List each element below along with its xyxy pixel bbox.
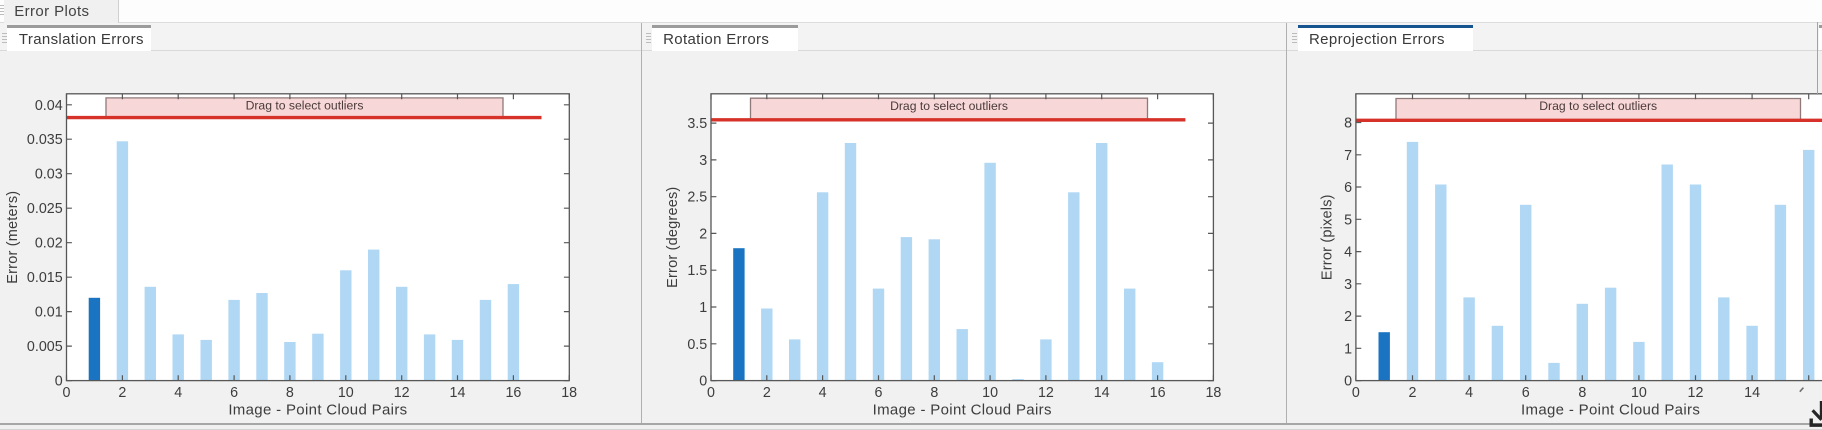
svg-text:0.04: 0.04 (35, 98, 63, 114)
svg-text:2: 2 (1409, 385, 1417, 401)
svg-text:6: 6 (1522, 385, 1530, 401)
svg-text:8: 8 (930, 385, 938, 401)
svg-text:10: 10 (1631, 385, 1647, 401)
svg-text:0: 0 (699, 374, 707, 390)
svg-text:8: 8 (1344, 116, 1352, 132)
svg-text:14: 14 (450, 385, 466, 401)
svg-text:3: 3 (699, 153, 707, 169)
svg-text:18: 18 (1205, 385, 1221, 401)
svg-text:Drag to select outliers: Drag to select outliers (246, 99, 364, 113)
svg-text:2.5: 2.5 (687, 190, 707, 206)
svg-text:6: 6 (875, 385, 883, 401)
svg-text:Drag to select outliers: Drag to select outliers (890, 99, 1008, 113)
svg-text:Error (degrees): Error (degrees) (665, 187, 681, 288)
svg-text:Error (meters): Error (meters) (5, 191, 21, 284)
svg-text:14: 14 (1744, 385, 1760, 401)
svg-text:12: 12 (1038, 385, 1054, 401)
svg-text:4: 4 (819, 385, 827, 401)
svg-text:18: 18 (561, 385, 577, 401)
svg-text:0.01: 0.01 (35, 305, 63, 321)
svg-text:4: 4 (174, 385, 182, 401)
svg-text:8: 8 (1578, 385, 1586, 401)
svg-text:Image - Point Cloud Pairs: Image - Point Cloud Pairs (1521, 402, 1700, 419)
svg-text:8: 8 (286, 385, 294, 401)
svg-text:12: 12 (394, 385, 410, 401)
svg-text:0.03: 0.03 (35, 167, 63, 183)
svg-text:Image - Point Cloud Pairs: Image - Point Cloud Pairs (228, 402, 407, 419)
svg-text:1: 1 (699, 300, 707, 316)
svg-text:Error (pixels): Error (pixels) (1320, 194, 1336, 280)
svg-text:12: 12 (1688, 385, 1704, 401)
svg-text:1.5: 1.5 (687, 263, 707, 279)
svg-text:3.5: 3.5 (687, 116, 707, 132)
svg-text:0: 0 (63, 385, 71, 401)
svg-text:10: 10 (338, 385, 354, 401)
svg-text:0: 0 (707, 385, 715, 401)
svg-text:0.015: 0.015 (27, 270, 63, 286)
svg-text:14: 14 (1094, 385, 1110, 401)
svg-text:0.02: 0.02 (35, 236, 63, 252)
svg-text:0: 0 (55, 374, 63, 390)
svg-text:6: 6 (1344, 180, 1352, 196)
svg-text:7: 7 (1344, 148, 1352, 164)
svg-text:Image - Point Cloud Pairs: Image - Point Cloud Pairs (873, 402, 1052, 419)
svg-text:10: 10 (982, 385, 998, 401)
svg-text:0: 0 (1352, 385, 1360, 401)
svg-text:16: 16 (505, 385, 521, 401)
svg-text:0.035: 0.035 (27, 132, 63, 148)
svg-text:2: 2 (763, 385, 771, 401)
svg-text:5: 5 (1344, 212, 1352, 228)
svg-text:4: 4 (1344, 245, 1352, 261)
svg-text:2: 2 (699, 226, 707, 242)
svg-text:6: 6 (230, 385, 238, 401)
svg-text:0.005: 0.005 (27, 339, 63, 355)
svg-text:4: 4 (1465, 385, 1473, 401)
svg-text:3: 3 (1344, 277, 1352, 293)
svg-text:0: 0 (1344, 374, 1352, 390)
svg-text:2: 2 (118, 385, 126, 401)
svg-text:0.5: 0.5 (687, 337, 707, 353)
svg-text:2: 2 (1344, 309, 1352, 325)
svg-text:1: 1 (1344, 341, 1352, 357)
svg-text:16: 16 (1150, 385, 1166, 401)
svg-text:0.025: 0.025 (27, 201, 63, 217)
svg-text:Drag to select outliers: Drag to select outliers (1539, 99, 1657, 113)
